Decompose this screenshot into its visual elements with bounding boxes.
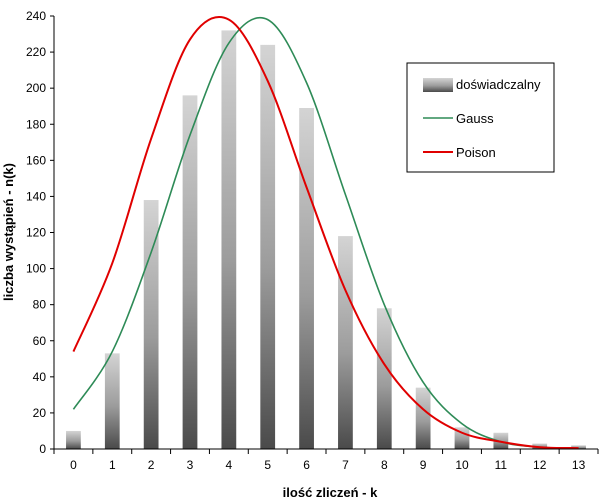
y-tick-label: 0 <box>39 442 46 456</box>
legend-swatch-bar <box>423 78 453 92</box>
x-tick-label: 0 <box>70 458 77 472</box>
y-tick-label: 100 <box>26 262 46 276</box>
legend-label-experimental: doświadczalny <box>456 77 541 92</box>
y-tick-label: 160 <box>26 153 46 167</box>
y-tick-label: 140 <box>26 189 46 203</box>
y-tick-label: 240 <box>26 9 46 23</box>
x-tick-label: 10 <box>455 458 469 472</box>
bar-10 <box>454 427 470 449</box>
x-tick-label: 1 <box>109 458 116 472</box>
bar-5 <box>260 44 276 449</box>
line-gauss <box>72 16 579 450</box>
bar-3 <box>182 95 198 449</box>
x-tick-label: 2 <box>148 458 155 472</box>
x-axis-title: ilość zliczeń - k <box>283 485 378 500</box>
bar-series <box>66 30 586 450</box>
x-tick-label: 6 <box>303 458 310 472</box>
bar-0 <box>66 430 81 449</box>
line-series <box>72 16 579 450</box>
y-tick-label: 40 <box>33 370 47 384</box>
y-tick-label: 80 <box>33 298 47 312</box>
y-tick-label: 220 <box>26 45 46 59</box>
y-axis-ticks: 0 20 40 60 80 100 120 140 160 180 200 220 240 <box>26 9 54 456</box>
x-tick-label: 3 <box>187 458 194 472</box>
y-axis-title: liczba wystąpień - n(k) <box>1 163 16 301</box>
bar-8 <box>376 308 392 449</box>
bar-4 <box>221 30 237 450</box>
x-tick-label: 9 <box>420 458 427 472</box>
y-tick-label: 60 <box>33 334 47 348</box>
x-tick-label: 13 <box>572 458 586 472</box>
x-tick-label: 7 <box>342 458 349 472</box>
x-tick-label: 5 <box>264 458 271 472</box>
x-tick-label: 8 <box>381 458 388 472</box>
bar-6 <box>299 108 314 449</box>
bar-1 <box>104 353 120 449</box>
legend: doświadczalny Gauss Poison <box>406 62 555 173</box>
x-tick-label: 4 <box>226 458 233 472</box>
x-axis-ticks: 0 1 2 3 4 5 6 7 8 9 10 11 12 13 <box>53 449 599 472</box>
line-poison <box>72 16 579 450</box>
y-tick-label: 200 <box>26 81 46 95</box>
bar-9 <box>415 387 431 449</box>
legend-label-gauss: Gauss <box>456 111 494 126</box>
y-tick-label: 120 <box>26 226 46 240</box>
x-tick-label: 12 <box>533 458 547 472</box>
y-tick-label: 180 <box>26 117 46 131</box>
x-tick-label: 11 <box>495 458 508 472</box>
legend-label-poison: Poison <box>456 145 496 160</box>
bar-7 <box>338 236 353 449</box>
y-tick-label: 20 <box>33 406 47 420</box>
